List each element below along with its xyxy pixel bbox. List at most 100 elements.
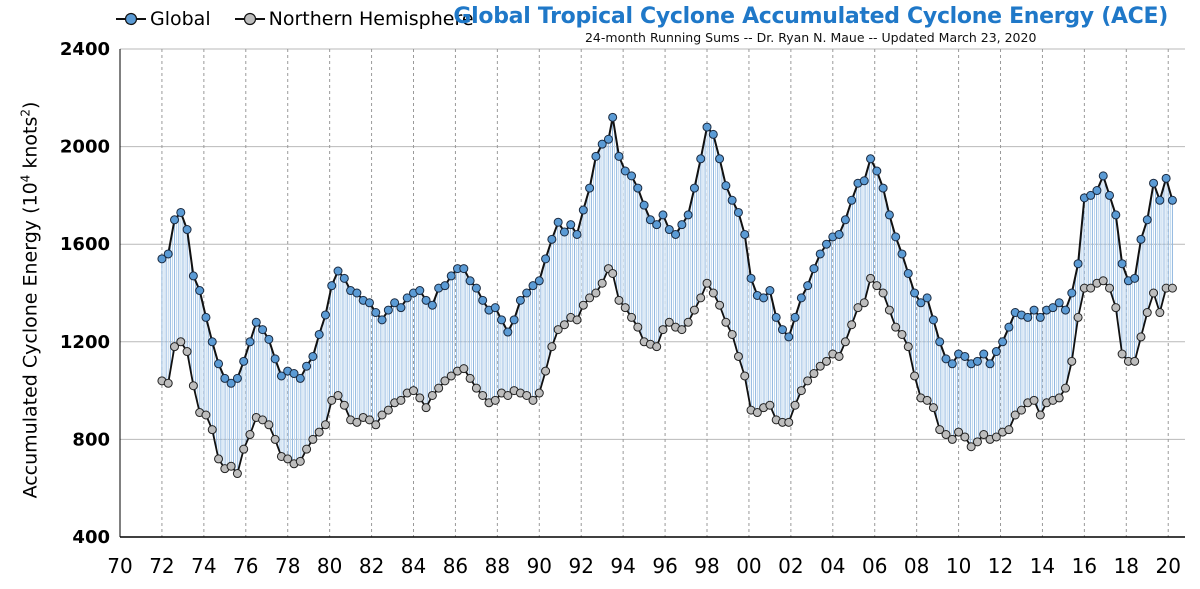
- point-northern-hemisphere: [541, 366, 551, 376]
- y-tick-label: 800: [72, 429, 110, 450]
- point-northern-hemisphere: [163, 378, 173, 388]
- point-global: [627, 171, 637, 181]
- point-global: [884, 210, 894, 220]
- point-global: [497, 315, 507, 325]
- point-northern-hemisphere: [853, 303, 863, 313]
- point-global: [163, 249, 173, 259]
- point-northern-hemisphere: [664, 317, 674, 327]
- point-global: [777, 325, 787, 335]
- point-northern-hemisphere: [872, 281, 882, 291]
- point-global: [1098, 171, 1108, 181]
- point-global: [652, 220, 662, 230]
- point-global: [1161, 173, 1171, 183]
- x-tick-label: 12: [988, 554, 1013, 578]
- point-northern-hemisphere: [1130, 356, 1140, 366]
- point-global: [1035, 312, 1045, 322]
- point-global: [796, 293, 806, 303]
- point-global: [1086, 190, 1096, 200]
- point-northern-hemisphere: [295, 456, 305, 466]
- x-tick-label: 06: [862, 554, 887, 578]
- point-northern-hemisphere: [1142, 308, 1152, 318]
- point-global: [276, 371, 286, 381]
- point-global: [991, 347, 1001, 357]
- point-northern-hemisphere: [547, 342, 557, 352]
- x-tick-label: 00: [736, 554, 761, 578]
- point-global: [771, 312, 781, 322]
- point-northern-hemisphere: [608, 268, 618, 278]
- point-global: [998, 337, 1008, 347]
- point-global: [614, 151, 624, 161]
- point-global: [633, 183, 643, 193]
- point-global: [465, 276, 475, 286]
- point-global: [1004, 322, 1014, 332]
- point-northern-hemisphere: [866, 273, 876, 283]
- point-global: [566, 220, 576, 230]
- point-global: [1061, 305, 1071, 315]
- x-tick-label: 98: [694, 554, 719, 578]
- point-northern-hemisphere: [522, 390, 532, 400]
- point-northern-hemisphere: [689, 305, 699, 315]
- point-global: [1117, 259, 1127, 269]
- x-tick-label: 80: [317, 554, 342, 578]
- point-global: [402, 293, 412, 303]
- point-northern-hemisphere: [803, 376, 813, 386]
- point-global: [585, 183, 595, 193]
- point-northern-hemisphere: [765, 400, 775, 410]
- point-global: [427, 300, 437, 310]
- x-tick-label: 10: [946, 554, 971, 578]
- point-northern-hemisphere: [553, 325, 563, 335]
- point-global: [664, 225, 674, 235]
- point-northern-hemisphere: [947, 434, 957, 444]
- point-global: [383, 305, 393, 315]
- point-global: [364, 298, 374, 308]
- legend-nh-marker: [234, 12, 265, 26]
- point-global: [702, 122, 712, 132]
- point-northern-hemisphere: [1086, 283, 1096, 293]
- point-global: [421, 295, 431, 305]
- point-global: [765, 286, 775, 296]
- point-global: [515, 295, 525, 305]
- point-northern-hemisphere: [891, 322, 901, 332]
- point-global: [815, 249, 825, 259]
- x-tick-label: 72: [149, 554, 174, 578]
- x-tick-label: 74: [191, 554, 216, 578]
- point-northern-hemisphere: [1136, 332, 1146, 342]
- y-tick-labels: 400 800 1200 1600 2000 2400: [60, 39, 110, 548]
- y-tick-label: 400: [72, 527, 110, 548]
- point-global: [696, 154, 706, 164]
- point-northern-hemisphere: [434, 383, 444, 393]
- point-northern-hemisphere: [614, 295, 624, 305]
- point-northern-hemisphere: [790, 400, 800, 410]
- point-northern-hemisphere: [715, 300, 725, 310]
- point-global: [947, 359, 957, 369]
- point-northern-hemisphere: [928, 403, 938, 413]
- point-northern-hemisphere: [922, 395, 932, 405]
- point-global: [258, 325, 268, 335]
- x-tick-label: 04: [820, 554, 845, 578]
- point-northern-hemisphere: [1016, 405, 1026, 415]
- y-axis-label-exp2: 2: [18, 108, 33, 117]
- chart-subtitle: 24-month Running Sums -- Dr. Ryan N. Mau…: [584, 30, 1037, 45]
- legend-global-marker: [116, 12, 146, 26]
- point-global: [645, 215, 655, 225]
- point-northern-hemisphere: [1167, 283, 1177, 293]
- point-global: [446, 271, 456, 281]
- point-global: [1029, 305, 1039, 315]
- point-global: [201, 312, 211, 322]
- chart-title: Global Tropical Cyclone Accumulated Cycl…: [453, 4, 1168, 29]
- y-tick-label: 2400: [60, 39, 110, 60]
- point-global: [270, 354, 280, 364]
- point-northern-hemisphere: [270, 434, 280, 444]
- point-global: [528, 281, 538, 291]
- point-northern-hemisphere: [465, 373, 475, 383]
- point-global: [1073, 259, 1083, 269]
- point-northern-hemisphere: [559, 320, 569, 330]
- point-global: [264, 334, 274, 344]
- point-northern-hemisphere: [972, 437, 982, 447]
- point-global: [1142, 215, 1152, 225]
- point-global: [333, 266, 343, 276]
- point-northern-hemisphere: [702, 278, 712, 288]
- point-global: [916, 298, 926, 308]
- point-global: [972, 356, 982, 366]
- y-tick-label: 1600: [60, 234, 110, 255]
